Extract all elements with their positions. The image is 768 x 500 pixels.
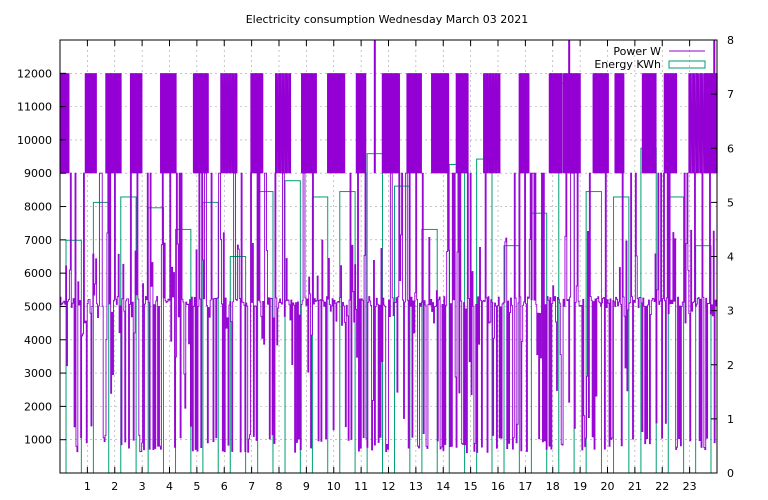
power-burst-block (328, 73, 344, 174)
power-burst-block (276, 73, 290, 174)
power-burst-block (432, 73, 448, 174)
gridlines (60, 40, 717, 473)
x-tick-label: 13 (409, 480, 423, 493)
y-left-tick-label: 10000 (17, 134, 52, 147)
y-right-tick-label: 5 (727, 196, 734, 209)
x-tick-label: 17 (518, 480, 532, 493)
power-burst-block (407, 73, 421, 174)
power-burst-block (643, 73, 656, 174)
y-right-tick-label: 7 (727, 88, 734, 101)
x-tick-label: 10 (327, 480, 341, 493)
power-burst-block (593, 73, 608, 174)
y-right-tick-label: 4 (727, 251, 734, 264)
x-tick-label: 14 (436, 480, 450, 493)
y-left-tick-label: 5000 (24, 300, 52, 313)
x-tick-label: 20 (601, 480, 615, 493)
x-tick-label: 15 (464, 480, 478, 493)
x-tick-label: 1 (84, 480, 91, 493)
x-tick-label: 8 (276, 480, 283, 493)
power-burst-block (550, 73, 561, 174)
power-burst-block (456, 73, 468, 174)
power-burst-block (689, 73, 706, 174)
y-axis-right: 0 1 2 3 4 5 6 7 8 (711, 34, 734, 480)
power-burst-block (484, 73, 500, 174)
y-left-tick-label: 4000 (24, 334, 52, 347)
y-right-tick-label: 1 (727, 413, 734, 426)
y-right-tick-label: 2 (727, 359, 734, 372)
power-burst-block (563, 73, 580, 174)
power-burst-block (131, 73, 142, 174)
x-tick-label: 16 (491, 480, 505, 493)
y-right-tick-label: 8 (727, 34, 734, 47)
power-burst-block (161, 73, 176, 174)
y-left-tick-label: 7000 (24, 234, 52, 247)
x-tick-label: 18 (546, 480, 560, 493)
x-axis: 1 2 3 4 5 6 7 8 9 10 11 12 13 14 15 16 17 18 19 20 21 22 23 (84, 40, 697, 493)
y-left-tick-label: 8000 (24, 201, 52, 214)
x-tick-label: 19 (573, 480, 587, 493)
y-left-tick-label: 3000 (24, 367, 52, 380)
x-tick-label: 21 (628, 480, 642, 493)
legend-swatch-energy (668, 60, 706, 69)
y-left-tick-label: 11000 (17, 101, 52, 114)
x-tick-label: 22 (655, 480, 669, 493)
y-axis-left: 1000 2000 3000 4000 5000 6000 7000 8000 9000 1000… (17, 67, 66, 447)
power-series (60, 40, 718, 454)
legend-label-energy: Energy KWh (594, 58, 661, 71)
y-right-tick-label: 3 (727, 305, 734, 318)
x-tick-label: 4 (166, 480, 173, 493)
power-burst-block (86, 73, 96, 174)
power-burst-block (251, 73, 263, 174)
legend: Power W Energy KWh (594, 45, 706, 71)
power-burst-block (221, 73, 237, 174)
y-right-tick-label: 0 (727, 467, 734, 480)
chart-title: Electricity consumption Wednesday March … (246, 13, 529, 26)
power-line (60, 172, 718, 454)
power-burst-block (383, 73, 399, 174)
power-burst-block (706, 73, 717, 174)
y-left-tick-label: 9000 (24, 167, 52, 180)
x-tick-label: 9 (303, 480, 310, 493)
x-tick-label: 23 (683, 480, 697, 493)
power-burst-block (519, 73, 529, 174)
power-burst-block (357, 73, 366, 174)
y-left-tick-label: 6000 (24, 267, 52, 280)
power-burst-block (106, 73, 121, 174)
y-left-tick-label: 1000 (24, 434, 52, 447)
energy-bar (339, 191, 356, 474)
x-tick-label: 5 (193, 480, 200, 493)
y-left-tick-label: 2000 (24, 400, 52, 413)
power-burst-block (194, 73, 208, 174)
x-tick-label: 6 (221, 480, 228, 493)
y-left-tick-label: 12000 (17, 67, 52, 80)
x-tick-label: 11 (354, 480, 368, 493)
x-tick-label: 7 (248, 480, 255, 493)
power-burst-block (61, 73, 69, 174)
legend-label-power: Power W (613, 45, 661, 58)
x-tick-label: 3 (139, 480, 146, 493)
power-burst-block (615, 73, 624, 174)
x-tick-label: 2 (111, 480, 118, 493)
y-right-tick-label: 6 (727, 142, 734, 155)
x-tick-label: 12 (382, 480, 396, 493)
power-burst-block (664, 73, 676, 174)
power-burst-block (302, 73, 316, 174)
